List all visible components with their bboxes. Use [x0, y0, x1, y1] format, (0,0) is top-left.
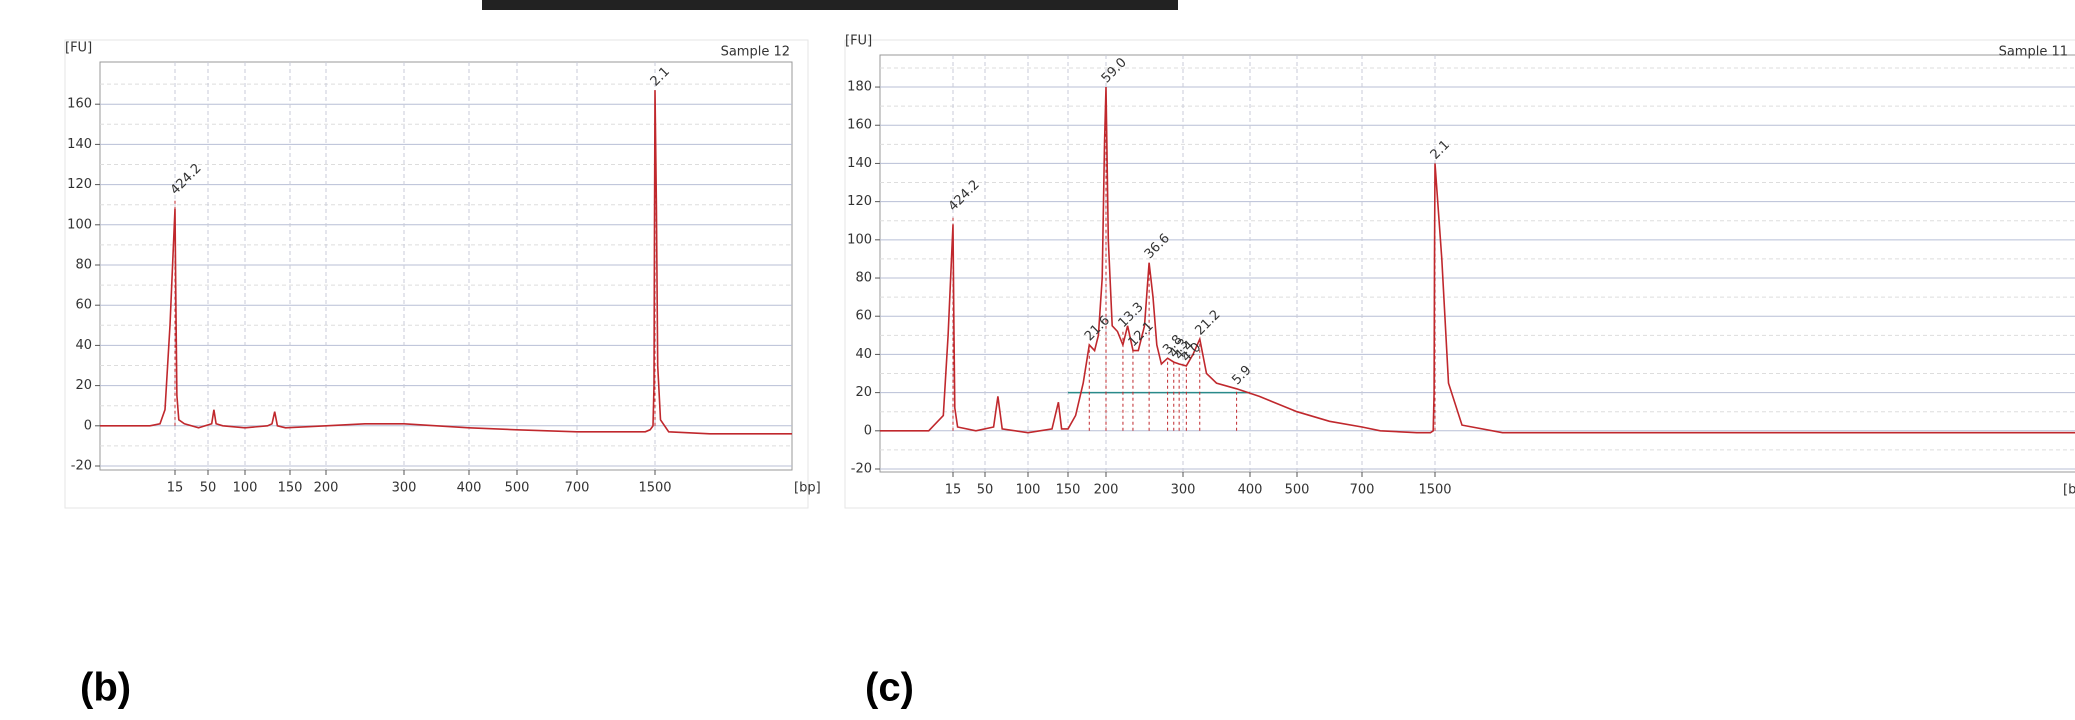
- plot-content: [880, 55, 2075, 472]
- y-tick-label: 100: [67, 217, 92, 232]
- x-axis-label: [bp]: [2063, 483, 2075, 498]
- y-tick-label: 40: [855, 347, 872, 362]
- x-tick-label: 100: [1016, 483, 1041, 498]
- y-tick-label: 20: [855, 385, 872, 400]
- x-tick-label: 100: [233, 481, 258, 496]
- y-tick-label: 140: [847, 156, 872, 171]
- x-tick-label: 150: [1056, 483, 1081, 498]
- y-tick-label: 120: [847, 194, 872, 209]
- x-tick-label: 50: [200, 481, 217, 496]
- x-tick-label: 15: [945, 483, 962, 498]
- y-tick-label: 60: [75, 298, 92, 313]
- x-tick-label: 50: [977, 483, 994, 498]
- cropped-image-strip: [482, 0, 1178, 10]
- y-tick-label: 180: [847, 80, 872, 95]
- x-tick-label: 400: [457, 481, 482, 496]
- y-tick-label: 40: [75, 338, 92, 353]
- x-tick-label: 300: [1171, 483, 1196, 498]
- chart-title: Sample 12: [721, 45, 790, 60]
- x-tick-label: 400: [1238, 483, 1263, 498]
- trace-line: [880, 86, 2075, 434]
- chart-title: Sample 11: [1999, 45, 2068, 60]
- y-tick-label: 140: [67, 137, 92, 152]
- x-axis-label: [bp]: [794, 481, 821, 496]
- y-axis-label: [FU]: [845, 34, 872, 49]
- x-tick-label: 700: [1350, 483, 1375, 498]
- y-tick-label: 80: [855, 271, 872, 286]
- plot-content: [100, 62, 792, 470]
- y-axis-label: [FU]: [65, 41, 92, 56]
- x-tick-label: 500: [1285, 483, 1310, 498]
- y-tick-label: 120: [67, 177, 92, 192]
- electropherogram: -20 0 20 40 60 80 100 120 140 160 180 15 50 100 150 200…: [844, 34, 2075, 710]
- x-tick-label: 200: [1094, 483, 1119, 498]
- y-tick-label: 100: [847, 232, 872, 247]
- y-tick-label: 80: [75, 258, 92, 273]
- trace-line: [100, 90, 792, 435]
- x-tick-label: 1500: [638, 481, 671, 496]
- y-tick-label: 20: [75, 378, 92, 393]
- x-tick-label: 700: [565, 481, 590, 496]
- y-tick-label: 0: [864, 423, 872, 438]
- y-tick-label: -20: [71, 459, 92, 474]
- y-tick-label: 160: [847, 118, 872, 133]
- y-tick-label: 160: [67, 97, 92, 112]
- x-tick-label: 150: [278, 481, 303, 496]
- plot-area: [99, 61, 793, 471]
- y-tick-label: 60: [855, 309, 872, 324]
- panel-label: (b): [80, 666, 131, 710]
- x-tick-label: 15: [167, 481, 184, 496]
- x-tick-label: 300: [392, 481, 417, 496]
- x-tick-label: 200: [314, 481, 339, 496]
- electropherogram: -20 0 20 40 60 80 100 120 140 160 15 50 100 150 200 300…: [64, 39, 821, 710]
- y-tick-label: -20: [851, 462, 872, 477]
- x-tick-label: 500: [505, 481, 530, 496]
- panel-label: (c): [865, 666, 914, 710]
- y-tick-label: 0: [84, 418, 92, 433]
- x-tick-label: 1500: [1418, 483, 1451, 498]
